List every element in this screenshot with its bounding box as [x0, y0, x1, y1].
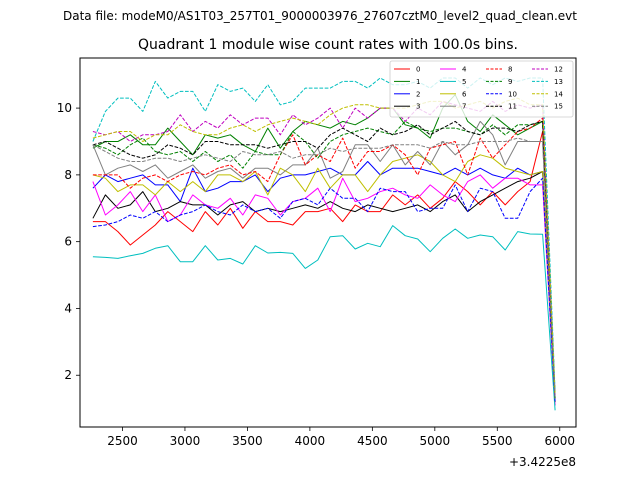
legend-label-15: 15 — [554, 103, 563, 111]
plot-frame — [79, 57, 577, 428]
legend-label-11: 11 — [508, 103, 517, 111]
x-tick-label-5500: 5500 — [482, 434, 513, 448]
series-line-1 — [92, 94, 556, 399]
x-tick-label-4000: 4000 — [295, 434, 326, 448]
x-axis-ticks: 2500 3000 3500 4000 4500 5000 5500 6000 — [107, 427, 575, 448]
series-line-6 — [92, 154, 556, 403]
series-line-10 — [92, 177, 556, 403]
legend-label-7: 7 — [462, 103, 466, 111]
legend-label-8: 8 — [508, 66, 512, 74]
legend-label-3: 3 — [416, 103, 420, 111]
x-tick-label-3500: 3500 — [232, 434, 263, 448]
legend-label-6: 6 — [462, 90, 467, 98]
x-tick-label-5000: 5000 — [420, 434, 451, 448]
x-axis-offset-label: +3.4225e8 — [509, 455, 576, 469]
series-line-2 — [92, 161, 556, 403]
legend-label-5: 5 — [462, 78, 466, 86]
series-layer — [92, 77, 556, 411]
series-line-3 — [92, 171, 556, 403]
x-tick-label-2500: 2500 — [107, 434, 138, 448]
x-tick-label-6000: 6000 — [544, 434, 575, 448]
series-line-15 — [92, 137, 556, 399]
y-tick-label-6: 6 — [64, 235, 72, 249]
series-line-8 — [92, 117, 556, 403]
legend-label-13: 13 — [554, 78, 563, 86]
series-line-12 — [92, 100, 556, 396]
y-tick-label-8: 8 — [64, 168, 72, 182]
legend-frame — [389, 60, 574, 118]
legend-label-4: 4 — [462, 66, 467, 74]
legend-label-2: 2 — [416, 90, 420, 98]
y-axis-ticks: 2 4 6 8 10 — [57, 101, 80, 382]
legend-label-14: 14 — [554, 90, 563, 98]
chart-title: Quadrant 1 module wise count rates with … — [138, 37, 518, 53]
x-tick-label-3000: 3000 — [170, 434, 201, 448]
y-tick-label-10: 10 — [57, 101, 72, 115]
legend-label-0: 0 — [416, 66, 420, 74]
legend-label-10: 10 — [508, 90, 517, 98]
series-line-7 — [92, 120, 556, 399]
series-line-11 — [92, 120, 556, 396]
y-tick-label-4: 4 — [64, 301, 72, 315]
legend-label-9: 9 — [508, 78, 512, 86]
legend-label-1: 1 — [416, 78, 420, 86]
y-tick-label-2: 2 — [64, 368, 72, 382]
x-tick-label-4500: 4500 — [357, 434, 388, 448]
legend-label-12: 12 — [554, 66, 563, 74]
series-line-5 — [92, 225, 556, 411]
figure-suptitle: Data file: modeM0/AS1T03_257T01_90000039… — [63, 9, 577, 23]
